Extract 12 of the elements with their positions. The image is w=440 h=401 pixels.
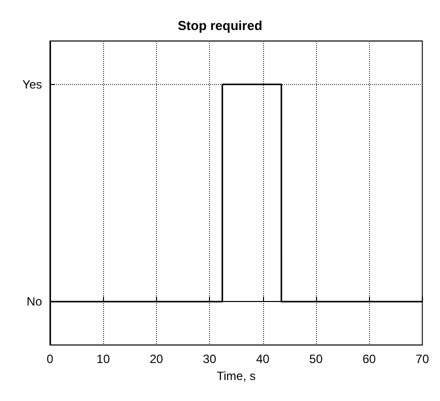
x-axis-title: Time, s: [216, 368, 256, 383]
x-tick-label: 40: [256, 352, 270, 366]
text: No: [26, 294, 42, 309]
x-tick-label: 70: [416, 352, 430, 366]
x-tick-label: 50: [309, 352, 323, 366]
text: Yes: [22, 77, 42, 92]
x-tick-label: 10: [96, 352, 110, 366]
chart-title: Stop required: [178, 18, 262, 33]
x-tick-label: 60: [362, 352, 376, 366]
x-tick-label: 30: [202, 352, 217, 366]
x-tick-label: 0: [46, 352, 54, 366]
x-tick-label: 20: [150, 352, 164, 366]
